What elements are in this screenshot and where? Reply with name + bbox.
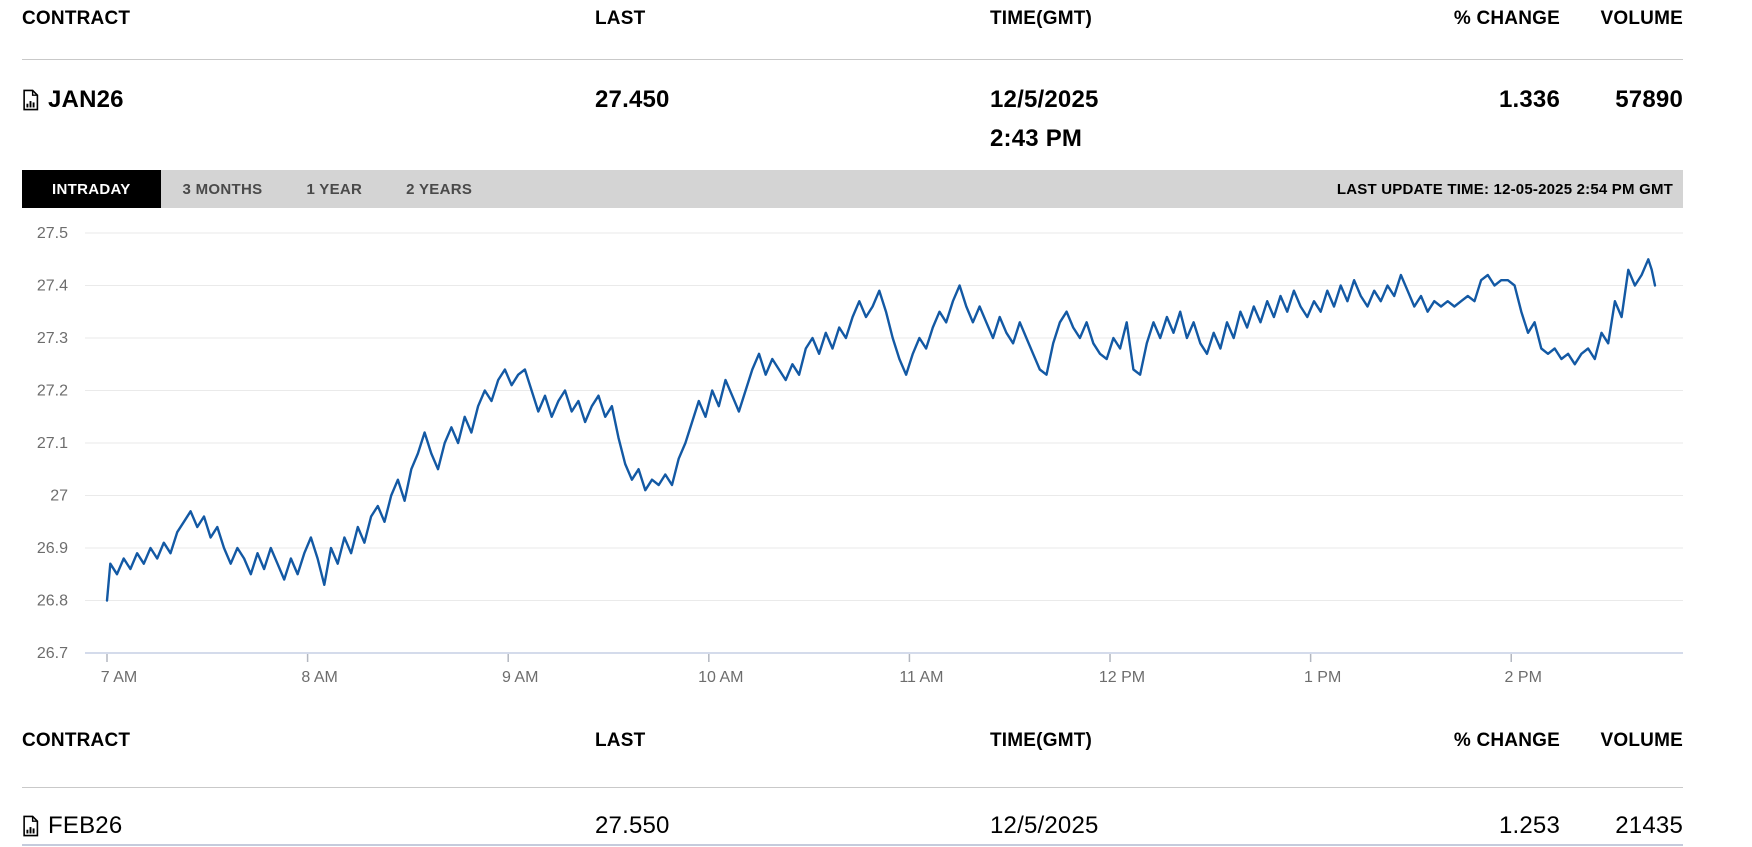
- column-header-pct-change: % CHANGE: [1453, 8, 1560, 29]
- svg-text:10 AM: 10 AM: [698, 669, 743, 686]
- price-line: [105, 258, 1657, 602]
- svg-text:7 AM: 7 AM: [101, 669, 137, 686]
- tab-2-years[interactable]: 2 YEARS: [406, 180, 473, 198]
- trade-time: 12/5/2025: [990, 812, 1435, 840]
- last-update-time: LAST UPDATE TIME: 12-05-2025 2:54 PM GMT: [1336, 180, 1673, 198]
- pct-change-value: 1.253: [1498, 812, 1560, 839]
- next-row-divider: [22, 844, 1683, 846]
- svg-text:12 PM: 12 PM: [1099, 669, 1145, 686]
- trade-clock-time: 2:43 PM: [990, 125, 1083, 152]
- svg-text:9 AM: 9 AM: [502, 669, 538, 686]
- column-header-last: LAST: [595, 8, 646, 29]
- intraday-price-chart[interactable]: 27.5 27.4 27.3 27.2 27.1 27 26.9 26.8 26.7 7 AM 8 …: [22, 208, 1683, 700]
- column-header-volume: VOLUME: [1600, 8, 1683, 29]
- svg-text:27.4: 27.4: [37, 278, 68, 295]
- contract-name: JAN26: [48, 86, 124, 113]
- svg-text:26.8: 26.8: [37, 593, 68, 610]
- column-header-contract: CONTRACT: [22, 8, 131, 29]
- svg-text:11 AM: 11 AM: [899, 669, 943, 686]
- svg-text:27: 27: [50, 488, 68, 505]
- column-header-contract: CONTRACT: [22, 730, 131, 751]
- contract-link[interactable]: FEB26: [22, 812, 595, 840]
- tab-1-year[interactable]: 1 YEAR: [306, 180, 363, 198]
- table-row: JAN26 27.450 12/5/2025 2:43 PM 1.336 578…: [22, 60, 1683, 153]
- volume-value: 21435: [1615, 812, 1683, 839]
- trade-time: 12/5/2025 2:43 PM: [990, 86, 1435, 153]
- column-header-volume: VOLUME: [1600, 730, 1683, 751]
- contract-name: FEB26: [48, 812, 123, 839]
- svg-text:27.3: 27.3: [37, 330, 68, 347]
- trade-date: 12/5/2025: [990, 86, 1099, 113]
- volume-value: 57890: [1615, 86, 1683, 113]
- tab-3-months[interactable]: 3 MONTHS: [182, 180, 263, 198]
- column-header-last: LAST: [595, 730, 646, 751]
- table-header-row: CONTRACT LAST TIME(GMT) % CHANGE VOLUME: [22, 0, 1683, 60]
- top-contract-table: CONTRACT LAST TIME(GMT) % CHANGE VOLUME …: [22, 0, 1683, 153]
- tab-intraday[interactable]: INTRADAY: [22, 170, 161, 208]
- chart-document-icon: [23, 89, 39, 111]
- chart-period-tabbar: INTRADAY 3 MONTHS 1 YEAR 2 YEARS LAST UP…: [22, 170, 1683, 208]
- chart-canvas: 27.5 27.4 27.3 27.2 27.1 27 26.9 26.8 26.7 7 AM 8 …: [37, 225, 1683, 686]
- svg-text:27.1: 27.1: [37, 435, 68, 452]
- trade-date: 12/5/2025: [990, 812, 1099, 839]
- pct-change-value: 1.336: [1498, 86, 1560, 113]
- svg-text:2 PM: 2 PM: [1505, 669, 1542, 686]
- column-header-pct-change: % CHANGE: [1453, 730, 1560, 751]
- chart-document-icon: [23, 815, 39, 837]
- svg-text:26.9: 26.9: [37, 540, 68, 557]
- table-header-row: CONTRACT LAST TIME(GMT) % CHANGE VOLUME: [22, 700, 1683, 788]
- last-price: 27.550: [595, 812, 670, 839]
- svg-text:27.5: 27.5: [37, 225, 68, 242]
- bottom-contract-table: CONTRACT LAST TIME(GMT) % CHANGE VOLUME …: [22, 700, 1683, 840]
- svg-text:1 PM: 1 PM: [1304, 669, 1341, 686]
- column-header-time: TIME(GMT): [990, 730, 1093, 751]
- column-header-time: TIME(GMT): [990, 8, 1093, 29]
- svg-text:8 AM: 8 AM: [301, 669, 337, 686]
- last-price: 27.450: [595, 86, 670, 113]
- contract-link[interactable]: JAN26: [22, 86, 595, 114]
- table-row: FEB26 27.550 12/5/2025 1.253 21435: [22, 788, 1683, 840]
- svg-text:26.7: 26.7: [37, 645, 68, 662]
- svg-text:27.2: 27.2: [37, 383, 68, 400]
